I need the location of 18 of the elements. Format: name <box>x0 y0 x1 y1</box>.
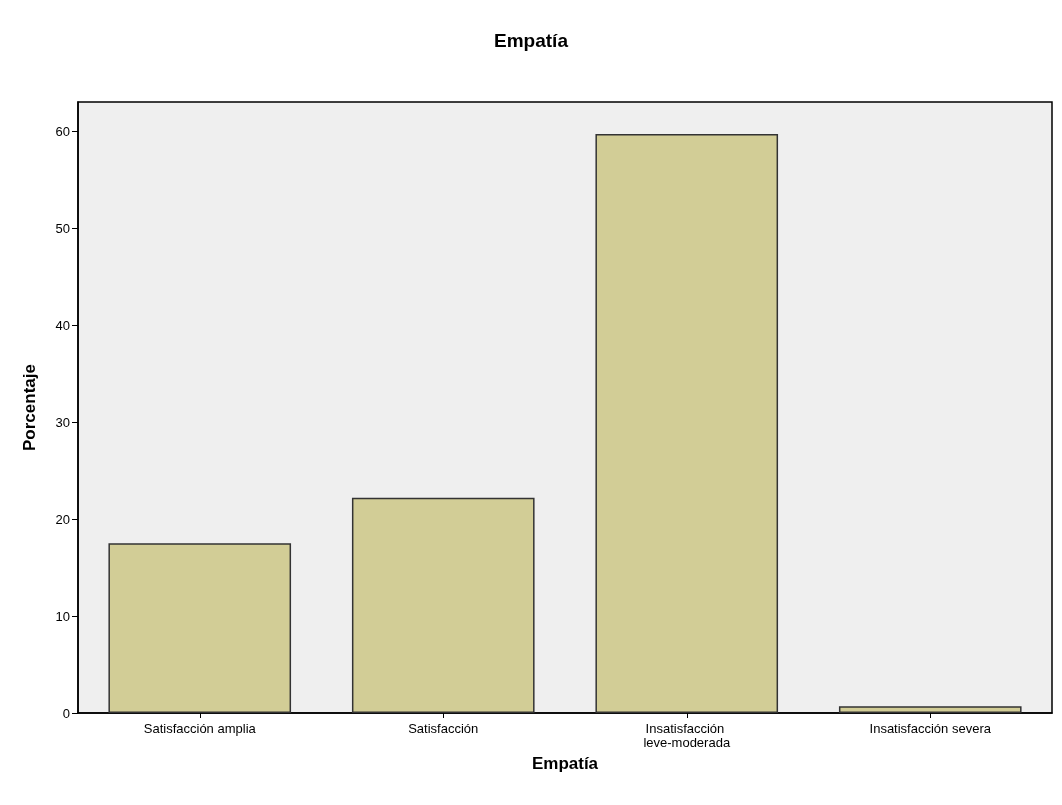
y-axis-title: Porcentaje <box>20 364 39 451</box>
x-tick-label: Satisfacción <box>408 720 479 736</box>
y-tick-label: 30 <box>55 414 70 430</box>
bar <box>838 706 1022 713</box>
y-tick-label: 60 <box>55 123 70 139</box>
x-tick-label: Satisfacción amplia <box>143 720 257 736</box>
y-tick-label: 40 <box>55 317 70 333</box>
x-axis-title: Empatía <box>494 30 569 51</box>
bar <box>351 497 535 713</box>
bar <box>595 134 779 713</box>
y-tick-label: 10 <box>55 608 70 624</box>
y-tick-label: 50 <box>55 220 70 236</box>
x-tick-label: Insatisfacción severa <box>869 720 992 736</box>
x-tick-label: Insatisfacción leve-moderada <box>643 720 731 750</box>
bar <box>108 543 292 713</box>
y-tick-label: 20 <box>55 511 70 527</box>
text: Empatía <box>531 754 599 773</box>
y-tick-label: 0 <box>62 705 70 721</box>
